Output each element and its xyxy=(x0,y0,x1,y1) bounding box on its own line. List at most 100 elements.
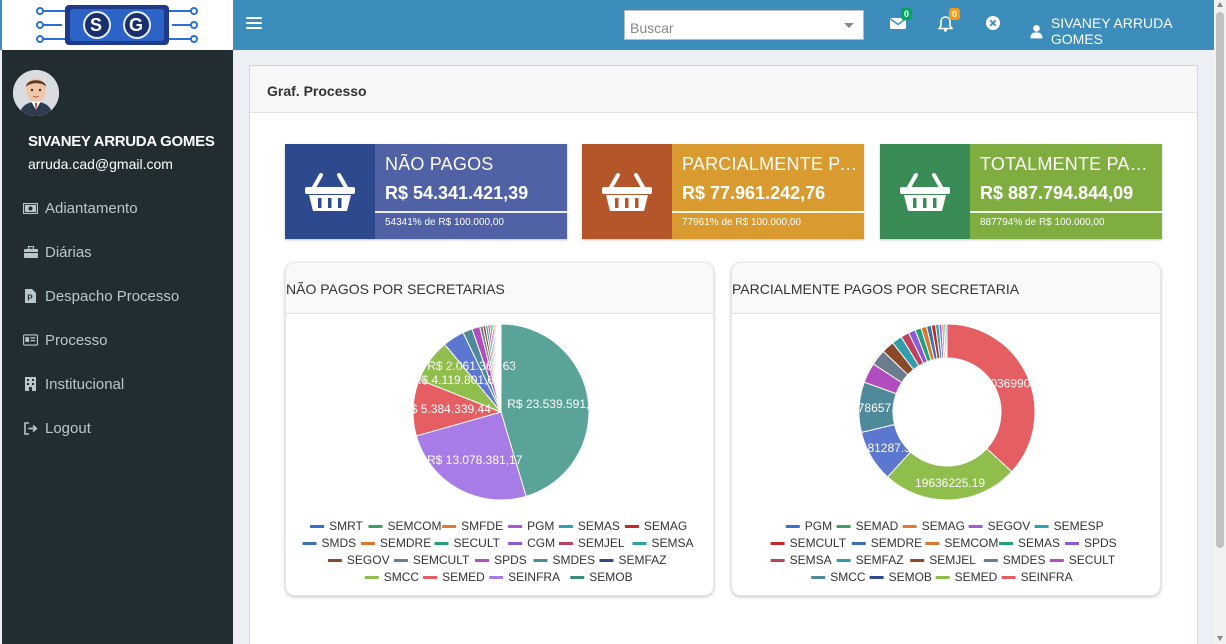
sidebar-item-institucional[interactable]: Institucional xyxy=(2,362,233,406)
sidebar-item-adiantamento[interactable]: Adiantamento xyxy=(2,186,233,230)
app-logo[interactable]: S G xyxy=(2,0,233,50)
pie-slice-seinfra[interactable] xyxy=(946,323,1036,473)
legend-item[interactable]: SEGOV xyxy=(347,553,390,567)
legend-item[interactable]: SEMCOM xyxy=(944,536,998,550)
legend-item[interactable]: PGM xyxy=(527,519,554,533)
scrollbar-thumb[interactable] xyxy=(1216,12,1224,548)
legend-swatch xyxy=(968,525,983,528)
legend-item[interactable]: SMRT xyxy=(329,519,363,533)
legend-swatch xyxy=(302,542,317,545)
legend-swatch xyxy=(364,576,379,579)
legend-item[interactable]: SEMAG xyxy=(922,519,965,533)
legend-item[interactable]: SEMAS xyxy=(578,519,620,533)
legend-swatch xyxy=(1065,542,1079,545)
legend-swatch xyxy=(836,525,851,528)
data-label: 7481287.37 xyxy=(854,441,918,455)
progress-bar xyxy=(970,211,1162,213)
sidebar-item-logout[interactable]: Logout xyxy=(2,406,233,450)
legend-swatch xyxy=(360,542,375,545)
legend-swatch xyxy=(869,576,884,579)
legend-item[interactable]: SEMAG xyxy=(644,519,687,533)
progress-bar xyxy=(375,211,567,213)
legend-item[interactable]: SMFDE xyxy=(461,519,503,533)
sidebar-item-diarias[interactable]: Diárias xyxy=(2,230,233,274)
legend-item[interactable]: SEMCULT xyxy=(413,553,470,567)
donut-chart-parcialmente-pagos[interactable]: 29036990.02 19636225.19 7481287.37 7278657.… xyxy=(732,315,1161,596)
legend-item[interactable]: SEMFAZ xyxy=(619,553,667,567)
svg-text:P: P xyxy=(27,294,33,303)
legend-item[interactable]: SEGOV xyxy=(988,519,1031,533)
legend-swatch xyxy=(368,525,383,528)
legend-swatch xyxy=(1001,576,1016,579)
sidebar-item-label: Despacho Processo xyxy=(45,287,180,305)
info-box-title: NÃO PAGOS xyxy=(385,154,494,174)
pie-chart-nao-pagos[interactable]: R$ 23.539.591,32 R$ 13.078.381,17 R$ 5.384… xyxy=(286,315,714,596)
notifications-button[interactable]: 0 xyxy=(937,8,961,34)
id-card-icon xyxy=(23,333,38,347)
legend-swatch xyxy=(1034,525,1049,528)
legend-swatch xyxy=(910,559,925,562)
legend-swatch xyxy=(836,559,851,562)
messages-badge: 0 xyxy=(901,8,913,20)
legend-item[interactable]: SECULT xyxy=(454,536,501,550)
sidebar-item-processo[interactable]: Processo xyxy=(2,318,233,362)
legend-item[interactable]: SEMJEL xyxy=(578,536,625,550)
sidebar-menu: Adiantamento Diárias P Despacho Processo… xyxy=(2,186,233,450)
info-box-content: NÃO PAGOS R$ 54.341.421,39 54341% de R$ … xyxy=(375,144,567,239)
legend-swatch xyxy=(570,576,585,579)
legend-item[interactable]: SEMED xyxy=(955,570,998,584)
info-box-value: R$ 54.341.421,39 xyxy=(385,183,529,203)
legend-swatch xyxy=(423,576,438,579)
search-select[interactable]: Buscar xyxy=(624,10,864,40)
legend-item[interactable]: SEMOB xyxy=(589,570,632,584)
sidebar-toggle-button[interactable] xyxy=(246,14,262,34)
close-session-button[interactable] xyxy=(986,16,1004,34)
user-menu[interactable]: SIVANEY ARRUDA GOMES xyxy=(1030,15,1214,47)
pie-slice-smrt[interactable] xyxy=(499,323,502,413)
scroll-down-icon[interactable] xyxy=(1217,636,1223,641)
legend-item[interactable]: SEMCULT xyxy=(790,536,847,550)
chart-card-parcialmente-pagos: PARCIALMENTE PAGOS POR SECRETARIA 290369… xyxy=(731,262,1161,596)
pie-slice-seinfra[interactable] xyxy=(415,411,527,501)
legend-item[interactable]: SEMSA xyxy=(790,553,832,567)
legend-item[interactable]: SEMFAZ xyxy=(856,553,904,567)
legend-item[interactable]: SMDS xyxy=(322,536,357,550)
data-label: 29036990.02 xyxy=(977,377,1047,391)
info-icon-container xyxy=(582,144,672,239)
legend-swatch xyxy=(811,576,826,579)
legend-item[interactable]: SMCC xyxy=(384,570,420,584)
legend-swatch xyxy=(1049,559,1064,562)
pie-slice-pgm[interactable] xyxy=(945,323,948,359)
legend-swatch xyxy=(999,542,1013,545)
legend-item[interactable]: SPDS xyxy=(494,553,527,567)
legend-item[interactable]: SMDES xyxy=(1003,553,1046,567)
legend-item[interactable]: SMDES xyxy=(553,553,596,567)
data-label: 19636225.19 xyxy=(915,476,985,490)
legend-item[interactable]: SEINFRA xyxy=(508,570,560,584)
legend-item[interactable]: SEMED xyxy=(442,570,485,584)
data-label: R$ 23.539.591,32 xyxy=(507,397,603,411)
legend-item[interactable]: SEMDRE xyxy=(380,536,431,550)
legend-item[interactable]: SEMDRE xyxy=(871,536,922,550)
legend-item[interactable]: SEMAD xyxy=(856,519,899,533)
legend-swatch xyxy=(508,542,523,545)
sidebar-item-despacho-processo[interactable]: P Despacho Processo xyxy=(2,274,233,318)
legend-item[interactable]: SEMSA xyxy=(652,536,694,550)
legend-item[interactable]: SEMESP xyxy=(1054,519,1104,533)
pie-slice-semob[interactable] xyxy=(500,323,590,497)
legend-item[interactable]: CGM xyxy=(527,536,555,550)
legend-item[interactable]: SEMJEL xyxy=(929,553,976,567)
legend-item[interactable]: SPDS xyxy=(1084,536,1117,550)
legend-swatch xyxy=(785,525,800,528)
legend-item[interactable]: SEMAS xyxy=(1018,536,1060,550)
legend-item[interactable]: SMCC xyxy=(830,570,866,584)
sidebar-user-email: arruda.cad@gmail.com xyxy=(28,156,173,172)
legend-item[interactable]: SEMCOM xyxy=(388,519,442,533)
legend-item[interactable]: SECULT xyxy=(1069,553,1116,567)
messages-button[interactable]: 0 xyxy=(890,8,913,34)
page-scrollbar[interactable] xyxy=(1214,0,1226,644)
legend-item[interactable]: PGM xyxy=(805,519,832,533)
legend-item[interactable]: SEINFRA xyxy=(1021,570,1073,584)
scroll-up-icon[interactable] xyxy=(1217,2,1223,7)
legend-item[interactable]: SEMOB xyxy=(889,570,932,584)
